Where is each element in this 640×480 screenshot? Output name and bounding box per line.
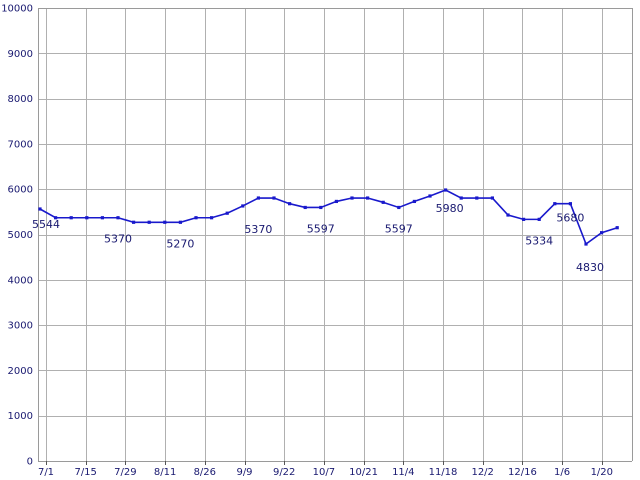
- data-point-value-label: 5370: [104, 233, 132, 246]
- data-point-marker: [38, 207, 42, 211]
- data-series-line: [39, 189, 618, 246]
- data-point-marker: [163, 220, 167, 224]
- data-point-marker: [615, 226, 619, 230]
- x-axis-tick-marks: [46, 461, 603, 465]
- vertical-gridlines: [46, 8, 603, 461]
- y-tick-label: 10000: [1, 4, 33, 15]
- data-point-marker: [553, 202, 557, 206]
- x-tick-label: 11/4: [392, 467, 414, 478]
- data-point-marker: [600, 231, 604, 235]
- data-point-marker: [256, 196, 260, 200]
- data-point-marker: [350, 196, 354, 200]
- x-tick-label: 12/16: [508, 467, 537, 478]
- y-tick-label: 7000: [8, 139, 33, 150]
- data-point-marker: [412, 199, 416, 204]
- x-tick-label: 8/11: [154, 467, 176, 478]
- x-axis-tick-labels: 7/1 7/15 7/29 8/11 8/26 9/9 9/22 10/7 10/21 11/4 1…: [38, 467, 613, 478]
- series-line-value: [39, 189, 618, 246]
- data-point-marker: [397, 205, 401, 210]
- x-tick-label: 1/6: [554, 467, 570, 478]
- x-tick-label: 9/9: [236, 467, 252, 478]
- data-point-marker: [69, 216, 73, 220]
- data-point-marker: [178, 220, 182, 224]
- data-point-marker: [319, 205, 323, 210]
- data-point-value-label: 5680: [556, 212, 584, 225]
- y-tick-label: 6000: [8, 185, 33, 196]
- x-tick-label: 10/7: [313, 467, 335, 478]
- data-point-marker: [288, 202, 292, 206]
- y-tick-label: 5000: [8, 230, 33, 241]
- y-tick-label: 8000: [8, 94, 33, 105]
- data-point-marker: [147, 220, 151, 224]
- y-tick-label: 9000: [8, 49, 33, 60]
- data-point-markers: [38, 188, 619, 246]
- data-point-marker: [506, 213, 510, 217]
- data-point-marker: [381, 200, 385, 204]
- data-point-marker: [225, 211, 229, 215]
- data-point-marker: [132, 220, 136, 224]
- data-point-marker: [459, 196, 463, 200]
- data-point-marker: [366, 196, 370, 200]
- data-point-value-label: 5980: [436, 202, 464, 215]
- x-tick-label: 10/21: [349, 467, 378, 478]
- x-tick-label: 11/18: [429, 467, 458, 478]
- y-tick-label: 3000: [8, 321, 33, 332]
- axis-lines: [38, 8, 633, 462]
- y-tick-label: 4000: [8, 275, 33, 286]
- data-point-marker: [522, 217, 526, 221]
- data-point-marker: [54, 216, 58, 220]
- data-point-marker: [334, 199, 338, 204]
- data-point-marker: [116, 216, 120, 220]
- data-point-marker: [568, 202, 572, 206]
- data-point-marker: [194, 216, 198, 220]
- data-point-marker: [85, 216, 89, 220]
- x-tick-label: 9/22: [273, 467, 295, 478]
- data-point-marker: [428, 194, 432, 198]
- data-point-value-label: 5597: [385, 222, 413, 235]
- data-point-marker: [444, 188, 448, 192]
- data-point-marker: [584, 242, 588, 246]
- data-point-marker: [303, 205, 307, 210]
- data-point-value-label: 5370: [244, 223, 272, 236]
- x-tick-label: 7/15: [74, 467, 96, 478]
- data-point-value-label: 4830: [576, 261, 604, 274]
- x-tick-label: 7/29: [114, 467, 136, 478]
- data-point-marker: [100, 216, 104, 220]
- data-point-marker: [241, 204, 245, 208]
- x-tick-label: 12/2: [471, 467, 493, 478]
- data-point-marker: [272, 196, 276, 200]
- data-point-value-label: 5544: [32, 218, 60, 231]
- y-tick-label: 1000: [8, 411, 33, 422]
- y-tick-label: 2000: [8, 366, 33, 377]
- data-point-marker: [490, 196, 494, 200]
- data-point-marker: [475, 196, 479, 200]
- y-tick-label: 0: [27, 457, 33, 468]
- data-point-value-label: 5334: [525, 234, 553, 247]
- y-axis-tick-labels: 0 1000 2000 3000 4000 5000 6000 7000 8000 9000 100…: [1, 4, 33, 468]
- x-tick-label: 8/26: [194, 467, 216, 478]
- data-point-value-label: 5270: [166, 237, 194, 250]
- x-tick-label: 7/1: [38, 467, 54, 478]
- x-tick-label: 1/20: [591, 467, 613, 478]
- data-point-value-label: 5597: [307, 222, 335, 235]
- data-point-marker: [537, 217, 541, 221]
- data-point-marker: [210, 216, 214, 220]
